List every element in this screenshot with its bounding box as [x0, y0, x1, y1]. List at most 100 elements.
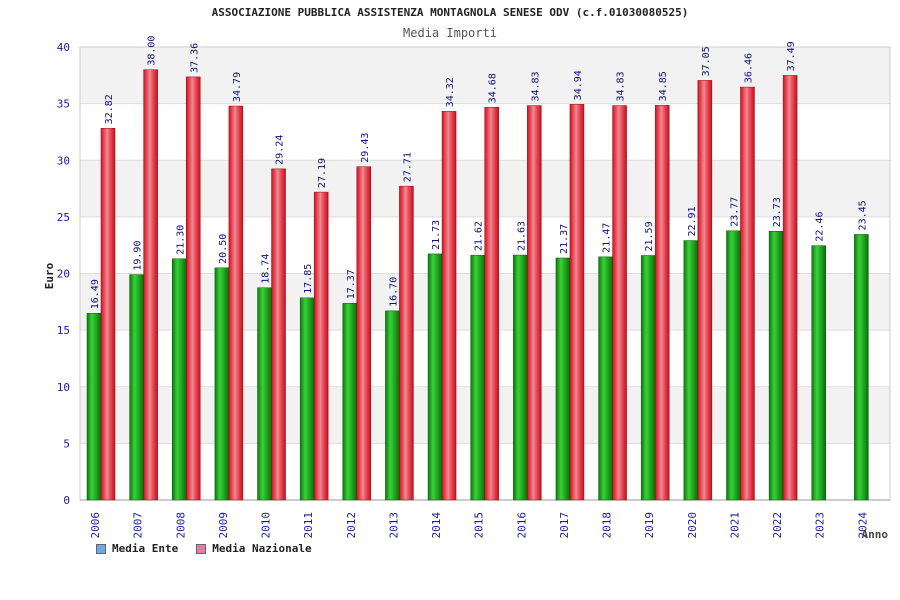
- bar-media-ente-2015: [470, 254, 485, 501]
- x-tick-label: 2010: [260, 512, 273, 539]
- data-label: 29.43: [360, 133, 371, 163]
- bar-media-ente-2020: [683, 240, 699, 501]
- y-tick-label: 35: [57, 98, 70, 111]
- data-label: 37.36: [189, 43, 200, 73]
- data-label: 19.90: [133, 241, 144, 271]
- data-label: 18.74: [261, 254, 272, 284]
- data-label: 21.62: [474, 221, 485, 251]
- bar-media-nazionale-2012: [356, 166, 372, 501]
- x-tick-label: 2024: [856, 512, 869, 539]
- data-label: 34.94: [573, 70, 584, 100]
- bar-media-ente-2016: [513, 254, 528, 501]
- bar-media-nazionale-2014: [441, 111, 457, 501]
- data-label: 27.71: [402, 152, 413, 182]
- data-label: 36.46: [743, 53, 754, 83]
- data-label: 32.82: [104, 94, 115, 124]
- bar-media-ente-2023: [811, 245, 826, 501]
- data-label: 29.24: [275, 135, 286, 165]
- chart-title: ASSOCIAZIONE PUBBLICA ASSISTENZA MONTAGN…: [211, 6, 689, 19]
- data-label: 37.05: [701, 46, 712, 76]
- bar-media-ente-2009: [214, 267, 230, 501]
- y-tick-label: 30: [57, 154, 70, 167]
- data-label: 21.47: [602, 223, 613, 253]
- bar-media-ente-2007: [129, 274, 144, 501]
- data-label: 23.45: [857, 200, 868, 230]
- bars: [86, 69, 869, 501]
- bar-media-ente-2017: [555, 257, 571, 501]
- x-tick-label: 2016: [515, 512, 528, 539]
- y-tick-label: 40: [57, 41, 70, 54]
- x-tick-label: 2018: [601, 512, 614, 539]
- x-tick-label: 2015: [473, 512, 486, 539]
- bar-media-ente-2010: [257, 287, 272, 501]
- data-label: 21.30: [175, 225, 186, 255]
- chart-subtitle: Media Importi: [403, 26, 497, 40]
- bar-media-nazionale-2006: [100, 128, 116, 501]
- x-tick-label: 2012: [345, 512, 358, 539]
- x-tick-label: 2009: [217, 512, 230, 539]
- y-tick-label: 25: [57, 211, 70, 224]
- bar-media-nazionale-2013: [399, 185, 414, 501]
- bar-media-nazionale-2010: [271, 168, 286, 501]
- data-label: 21.73: [431, 220, 442, 250]
- data-label: 34.83: [530, 71, 541, 101]
- legend: Media Ente Media Nazionale: [96, 542, 312, 555]
- bar-media-nazionale-2021: [740, 86, 755, 501]
- y-tick-label: 20: [57, 268, 70, 281]
- bar-media-ente-2019: [640, 255, 656, 501]
- x-axis-label: Anno: [862, 528, 889, 541]
- bar-media-ente-2022: [768, 231, 784, 501]
- x-tick-label: 2023: [814, 512, 827, 539]
- data-label: 34.83: [616, 71, 627, 101]
- x-tick-label: 2021: [728, 512, 741, 539]
- data-label: 34.85: [658, 71, 669, 101]
- data-label: 34.32: [445, 77, 456, 107]
- bar-media-nazionale-2011: [313, 191, 329, 501]
- data-label: 23.77: [729, 197, 740, 227]
- bar-media-ente-2008: [172, 258, 187, 501]
- x-tick-label: 2011: [302, 512, 315, 539]
- data-label: 23.73: [772, 197, 783, 227]
- x-tick-label: 2007: [132, 512, 145, 539]
- bar-media-nazionale-2015: [484, 106, 499, 501]
- bar-media-ente-2006: [86, 313, 102, 501]
- bar-media-ente-2013: [385, 310, 400, 501]
- data-label: 20.50: [218, 234, 229, 264]
- x-tick-label: 2008: [174, 512, 187, 539]
- bar-media-ente-2018: [598, 256, 613, 501]
- legend-label-media-ente: Media Ente: [112, 542, 179, 555]
- data-label: 27.19: [317, 158, 328, 188]
- bar-media-ente-2012: [342, 303, 358, 501]
- bar-media-nazionale-2008: [186, 76, 201, 501]
- data-label: 17.85: [303, 264, 314, 294]
- data-label: 21.63: [516, 221, 527, 251]
- x-tick-label: 2014: [430, 512, 443, 539]
- data-label: 38.00: [147, 36, 158, 66]
- x-tick-labels: 2006 2007 2008 2009 2010 2011 2012 2013 2014 2015…: [89, 512, 869, 539]
- bar-media-nazionale-2022: [782, 75, 798, 501]
- data-labels: 16.49 32.82 19.90 38.00 21.30 37.36 20.50 34.79…: [90, 36, 868, 310]
- legend-item-media-nazionale: Media Nazionale: [196, 542, 312, 555]
- x-tick-label: 2019: [643, 512, 656, 539]
- y-tick-label: 10: [57, 381, 70, 394]
- bar-media-ente-2014: [427, 253, 443, 501]
- x-tick-label: 2017: [558, 512, 571, 539]
- x-tick-label: 2013: [387, 512, 400, 539]
- legend-swatch-media-ente: [96, 543, 106, 554]
- bar-media-nazionale-2016: [527, 105, 542, 501]
- y-tick-label: 0: [63, 494, 70, 507]
- bar-media-nazionale-2019: [654, 105, 670, 501]
- data-label: 17.37: [346, 269, 357, 299]
- legend-item-media-ente: Media Ente: [96, 542, 178, 555]
- x-tick-label: 2022: [771, 512, 784, 539]
- data-label: 16.70: [388, 277, 399, 307]
- bar-media-nazionale-2018: [612, 105, 627, 501]
- data-label: 16.49: [90, 279, 101, 309]
- bar-media-nazionale-2020: [697, 80, 713, 501]
- data-label: 22.91: [687, 206, 698, 236]
- data-label: 37.49: [786, 41, 797, 71]
- data-label: 34.68: [488, 73, 499, 103]
- bar-media-nazionale-2017: [569, 104, 585, 501]
- grid-band: [80, 47, 890, 104]
